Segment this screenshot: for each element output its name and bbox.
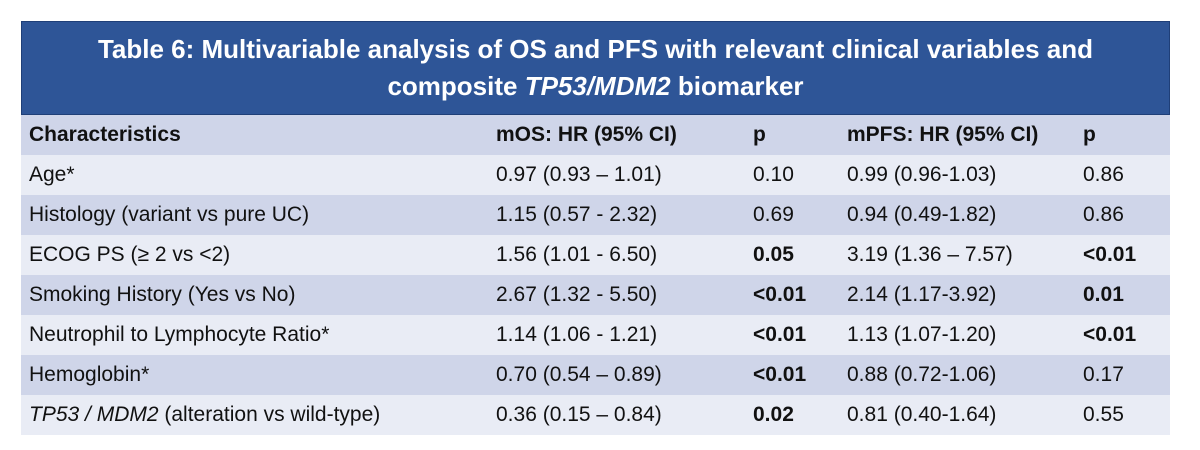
table-row: Smoking History (Yes vs No) 2.67 (1.32 -… xyxy=(21,275,1170,315)
cell-characteristic: TP53 / MDM2 (alteration vs wild-type) xyxy=(21,395,488,435)
cell-characteristic: Smoking History (Yes vs No) xyxy=(29,283,296,306)
results-table: Characteristics mOS: HR (95% CI) p mPFS:… xyxy=(21,115,1170,435)
title-line2-prefix: composite xyxy=(387,71,525,101)
header-mpfs-hr: mPFS: HR (95% CI) xyxy=(847,123,1039,146)
table-header-row: Characteristics mOS: HR (95% CI) p mPFS:… xyxy=(21,115,1170,155)
cell-characteristic: Neutrophil to Lymphocyte Ratio* xyxy=(29,323,330,346)
cell-pfs-p: 0.17 xyxy=(1083,363,1124,386)
table-row: Histology (variant vs pure UC) 1.15 (0.5… xyxy=(21,195,1170,235)
cell-pfs-hr: 1.13 (1.07-1.20) xyxy=(847,323,997,346)
header-mos-hr: mOS: HR (95% CI) xyxy=(496,123,677,146)
cell-characteristic-suffix: (alteration vs wild-type) xyxy=(158,403,381,426)
header-os-p: p xyxy=(753,123,766,146)
cell-os-p: <0.01 xyxy=(753,323,807,346)
cell-os-hr: 0.97 (0.93 – 1.01) xyxy=(496,163,662,186)
cell-pfs-p: 0.01 xyxy=(1083,283,1124,306)
table-row: Hemoglobin* 0.70 (0.54 – 0.89) <0.01 0.8… xyxy=(21,355,1170,395)
cell-pfs-hr: 0.94 (0.49-1.82) xyxy=(847,203,997,226)
cell-os-hr: 0.70 (0.54 – 0.89) xyxy=(496,363,662,386)
cell-characteristic: ECOG PS (≥ 2 vs <2) xyxy=(29,243,231,266)
cell-os-p: <0.01 xyxy=(753,363,807,386)
title-line2-suffix: biomarker xyxy=(670,71,804,101)
cell-pfs-hr: 3.19 (1.36 – 7.57) xyxy=(847,243,1013,266)
cell-os-p: 0.69 xyxy=(753,203,794,226)
cell-pfs-hr: 0.81 (0.40-1.64) xyxy=(847,403,997,426)
cell-pfs-hr: 2.14 (1.17-3.92) xyxy=(847,283,997,306)
cell-characteristic: Hemoglobin* xyxy=(29,363,150,386)
cell-os-hr: 2.67 (1.32 - 5.50) xyxy=(496,283,658,306)
table-title-line1: Table 6: Multivariable analysis of OS an… xyxy=(97,34,1094,64)
cell-pfs-hr: 0.99 (0.96-1.03) xyxy=(847,163,997,186)
header-characteristics: Characteristics xyxy=(29,123,181,146)
cell-characteristic: Histology (variant vs pure UC) xyxy=(29,203,310,226)
cell-pfs-hr: 0.88 (0.72-1.06) xyxy=(847,363,997,386)
cell-os-p: 0.02 xyxy=(753,403,794,426)
cell-pfs-p: <0.01 xyxy=(1083,323,1137,346)
table-row: Age* 0.97 (0.93 – 1.01) 0.10 0.99 (0.96-… xyxy=(21,155,1170,195)
table-row: Neutrophil to Lymphocyte Ratio* 1.14 (1.… xyxy=(21,315,1170,355)
cell-characteristic: Age* xyxy=(29,163,75,186)
table-title: Table 6: Multivariable analysis of OS an… xyxy=(21,21,1170,115)
table-row: TP53 / MDM2 (alteration vs wild-type) 0.… xyxy=(21,395,1170,435)
header-pfs-p: p xyxy=(1083,123,1096,146)
title-line2-italic: TP53/MDM2 xyxy=(524,71,671,101)
cell-os-hr: 1.14 (1.06 - 1.21) xyxy=(496,323,658,346)
cell-os-hr: 0.36 (0.15 – 0.84) xyxy=(496,403,662,426)
cell-pfs-p: 0.86 xyxy=(1083,163,1124,186)
results-table-container: Table 6: Multivariable analysis of OS an… xyxy=(21,21,1170,435)
table-row: ECOG PS (≥ 2 vs <2) 1.56 (1.01 - 6.50) 0… xyxy=(21,235,1170,275)
cell-os-hr: 1.15 (0.57 - 2.32) xyxy=(496,203,658,226)
cell-pfs-p: 0.55 xyxy=(1083,403,1124,426)
cell-os-p: <0.01 xyxy=(753,283,807,306)
cell-os-p: 0.10 xyxy=(753,163,794,186)
table-title-line2: composite TP53/MDM2 biomarker xyxy=(387,68,803,105)
cell-pfs-p: 0.86 xyxy=(1083,203,1124,226)
cell-characteristic-italic: TP53 / MDM2 xyxy=(29,403,159,426)
cell-os-hr: 1.56 (1.01 - 6.50) xyxy=(496,243,658,266)
cell-os-p: 0.05 xyxy=(753,243,794,266)
cell-pfs-p: <0.01 xyxy=(1083,243,1137,266)
